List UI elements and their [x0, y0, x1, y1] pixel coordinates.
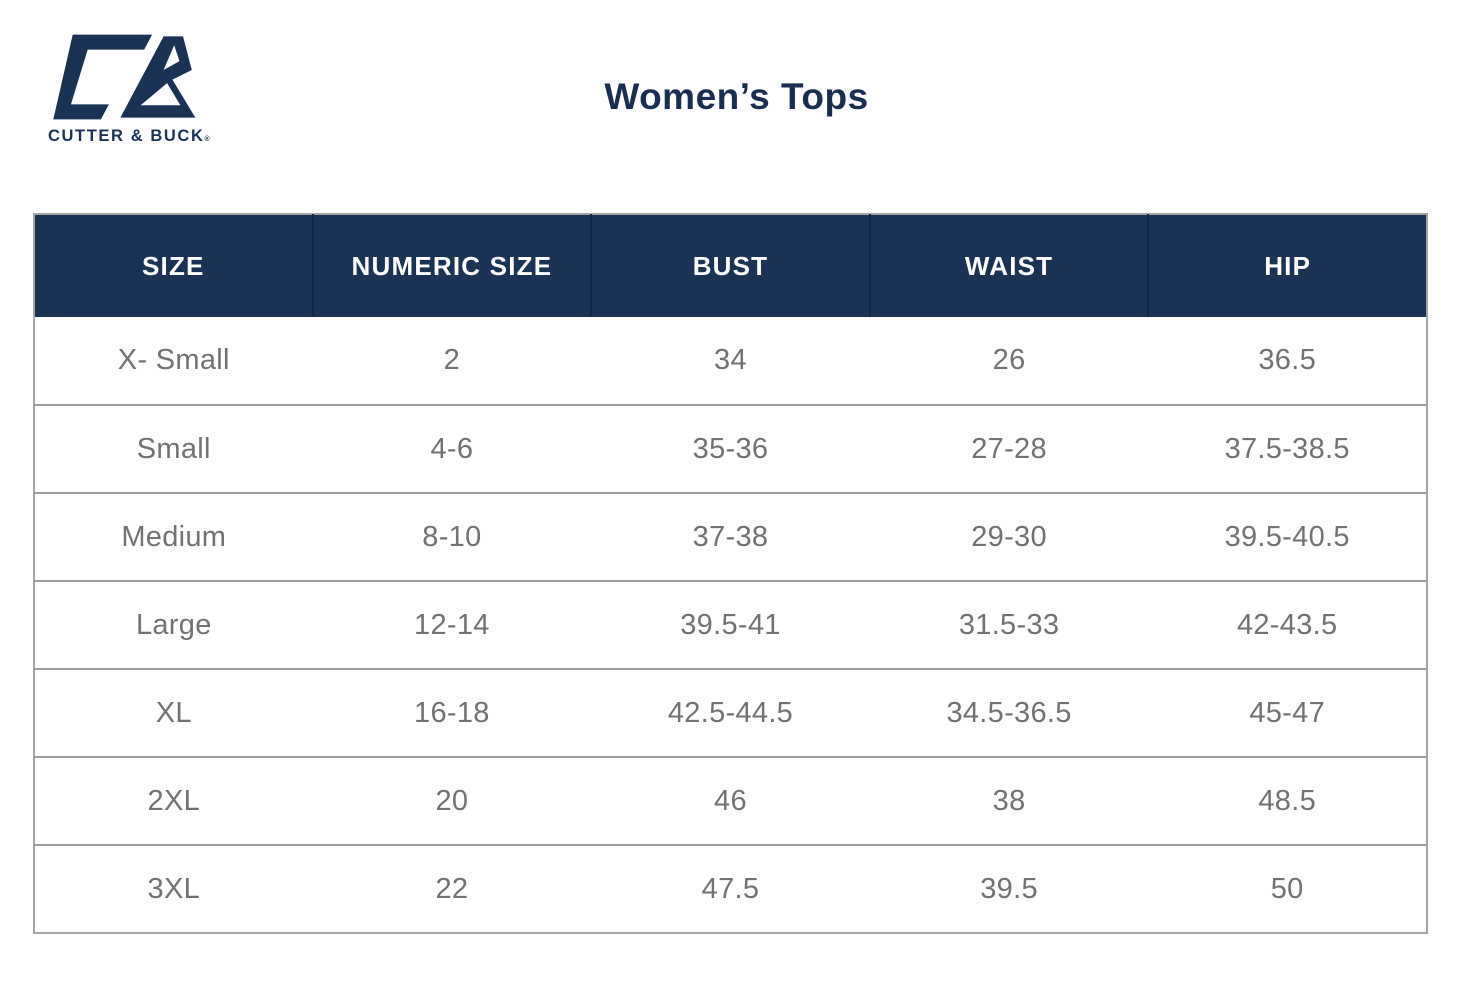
column-header-hip: HIP: [1147, 214, 1427, 317]
cell-3xl-hip: 50: [1148, 844, 1427, 933]
cell-xl-hip: 45-47: [1148, 668, 1427, 757]
table-row-large: Large 12-14 39.5-41 31.5-33 42-43.5: [34, 580, 1427, 669]
page-header: CUTTER & BUCK® Women’s Tops: [0, 0, 1473, 213]
cell-x-small-numeric-size: 2: [443, 344, 461, 376]
registered-trademark-symbol: ®: [204, 136, 210, 143]
column-header-waist: WAIST: [868, 214, 1149, 317]
column-header-bust: BUST: [590, 214, 870, 317]
cell-large-hip: 42-43.5: [1148, 580, 1427, 669]
cell-2xl-numeric-size: 20: [312, 756, 592, 845]
cell-x-small-bust: 34: [714, 344, 747, 376]
cell-small-bust: 35-36: [591, 404, 870, 493]
cell-medium-bust: 37-38: [591, 492, 870, 581]
cell-3xl-waist: 39.5: [869, 844, 1149, 933]
cell-2xl-waist: 38: [869, 756, 1149, 845]
cell-2xl-size: 2XL: [34, 756, 313, 845]
table-row-small: Small 4-6 35-36 27-28 37.5-38.5: [34, 404, 1427, 493]
cell-3xl-bust: 47.5: [591, 844, 870, 933]
cell-large-waist: 31.5-33: [869, 580, 1149, 669]
cell-large-bust: 39.5-41: [591, 580, 870, 669]
cell-large-size: Large: [34, 580, 313, 669]
cutter-buck-cb-monogram-icon: [53, 34, 196, 120]
cell-xl-bust: 42.5-44.5: [591, 668, 870, 757]
cell-3xl-size: 3XL: [34, 844, 313, 933]
cell-2xl-hip: 48.5: [1148, 756, 1427, 845]
cell-x-small-waist: 26: [992, 344, 1026, 376]
column-header-size: SIZE: [34, 214, 313, 317]
size-chart-header: SIZE NUMERIC SIZE BUST WAIST HIP: [34, 214, 1427, 317]
cell-x-small-size: X- Small: [117, 344, 230, 376]
cell-3xl-numeric-size: 22: [312, 844, 592, 933]
table-row-medium: Medium 8-10 37-38 29-30 39.5-40.5: [34, 492, 1427, 581]
cell-2xl-bust: 46: [591, 756, 870, 845]
table-row-3xl: 3XL 22 47.5 39.5 50: [34, 844, 1427, 933]
cell-large-numeric-size: 12-14: [312, 580, 592, 669]
brand-name: CUTTER & BUCK: [48, 127, 205, 145]
cell-xl-waist: 34.5-36.5: [869, 668, 1149, 757]
cell-small-hip: 37.5-38.5: [1148, 404, 1427, 493]
table-row-2xl: 2XL 20 46 38 48.5: [34, 756, 1427, 845]
cell-xl-numeric-size: 16-18: [312, 668, 592, 757]
size-chart-body: X- Small 2 34 26 36.5 Small 4-6 35-36 27-28 37.5-…: [34, 317, 1427, 933]
cell-x-small-hip: 36.5: [1258, 344, 1317, 376]
table-row-xl: XL 16-18 42.5-44.5 34.5-36.5 45-47: [34, 668, 1427, 757]
brand-wordmark: CUTTER & BUCK®: [48, 127, 210, 146]
cell-medium-hip: 39.5-40.5: [1148, 492, 1427, 581]
cell-medium-waist: 29-30: [869, 492, 1149, 581]
column-header-numeric-size: NUMERIC SIZE: [311, 214, 592, 317]
cell-medium-size: Medium: [34, 492, 313, 581]
cutter-buck-logo: CUTTER & BUCK®: [48, 33, 210, 146]
cell-medium-numeric-size: 8-10: [312, 492, 592, 581]
cell-small-size: Small: [34, 404, 313, 493]
size-chart-table: SIZE NUMERIC SIZE BUST WAIST HIP X- Small 2 34…: [33, 213, 1428, 934]
table-row-x-small: X- Small 2 34 26 36.5: [34, 317, 1427, 405]
page-title: Women’s Tops: [604, 76, 869, 117]
cell-xl-size: XL: [34, 668, 313, 757]
cell-small-waist: 27-28: [869, 404, 1149, 493]
cell-small-numeric-size: 4-6: [312, 404, 592, 493]
table-header-row: SIZE NUMERIC SIZE BUST WAIST HIP: [34, 214, 1427, 317]
